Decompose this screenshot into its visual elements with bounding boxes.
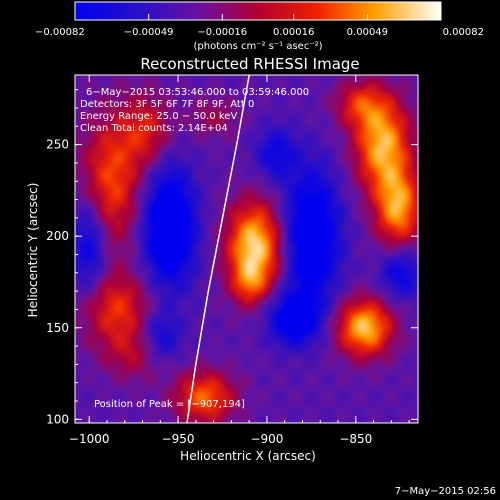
colorbar-tick-label: 0.00016 (273, 27, 314, 38)
y-axis-ticks: 100 150 200 250 (46, 89, 418, 426)
colorbar-ticks: −0.00082 −0.00049 −0.00016 0.00016 0.00049 0.… (35, 14, 484, 38)
solar-limb-line (186, 75, 250, 423)
y-tick-label: 200 (46, 229, 69, 243)
footer-timestamp: 7−May−2015 02:56 (395, 486, 496, 497)
colorbar-tick-label: −0.00082 (35, 27, 85, 38)
annotation-detectors: Detectors: 3F 5F 6F 7F 8F 9F, Att 0 (80, 99, 254, 110)
chart-title: Reconstructed RHESSI Image (140, 55, 359, 73)
x-tick-label: −950 (162, 432, 195, 446)
annotation-time-range: 6−May−2015 03:53:46.000 to 03:59:46.000 (86, 87, 309, 98)
annotation-clean-counts: Clean Total counts: 2.14E+04 (80, 123, 228, 134)
colorbar-tick-label: 0.00082 (443, 27, 484, 38)
colorbar-tick-label: −0.00016 (197, 27, 247, 38)
heatmap-image (75, 75, 418, 423)
peak-position-label: Position of Peak = [−907,194] (94, 399, 245, 410)
x-tick-label: −850 (339, 432, 372, 446)
y-tick-label: 150 (46, 321, 69, 335)
y-tick-label: 100 (46, 412, 69, 426)
colorbar-unit-label: (photons cm⁻² s⁻¹ asec⁻²) (193, 41, 322, 52)
x-axis-ticks: −1000 −950 −900 −850 (69, 75, 410, 446)
x-tick-label: −1000 (69, 432, 110, 446)
x-tick-label: −900 (250, 432, 283, 446)
colorbar (74, 1, 442, 21)
y-axis-label: Heliocentric Y (arcsec) (26, 183, 40, 318)
colorbar-tick-label: 0.00049 (347, 27, 388, 38)
colorbar-tick-label: −0.00049 (124, 27, 174, 38)
x-axis-label: Heliocentric X (arcsec) (180, 449, 316, 463)
annotation-energy-range: Energy Range: 25.0 − 50.0 keV (80, 111, 237, 122)
plot-frame (74, 74, 419, 424)
y-tick-label: 250 (46, 138, 69, 152)
